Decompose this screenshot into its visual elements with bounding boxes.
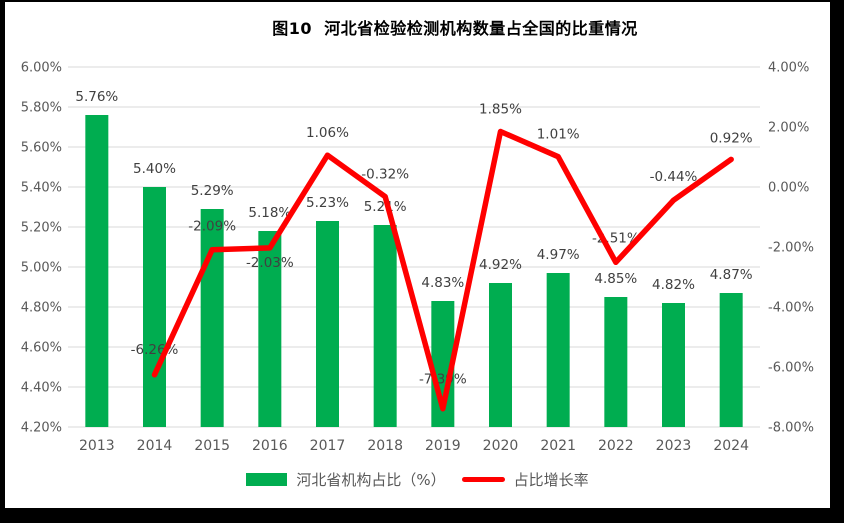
right-axis-tick-label: 4.00% xyxy=(768,61,809,76)
chart-card: 图10 河北省检验检测机构数量占全国的比重情况 6.00% 5.80% 5.60% 5… xyxy=(5,2,830,508)
bar-data-label: 4.82% xyxy=(652,277,695,293)
x-axis-tick-label: 2023 xyxy=(656,438,692,454)
bar xyxy=(719,293,743,427)
bar-data-label: 4.87% xyxy=(710,267,753,283)
left-axis-tick-label: 5.20% xyxy=(21,221,62,236)
x-axis-tick-label: 2019 xyxy=(425,438,461,454)
bar-data-label: 5.18% xyxy=(248,205,291,221)
line-data-label: -2.09% xyxy=(188,219,236,235)
line-data-label: 1.85% xyxy=(479,102,522,118)
legend-item-line-series: 占比增长率 xyxy=(461,469,589,490)
legend-label-line-series: 占比增长率 xyxy=(513,471,589,489)
bar-series-swatch-icon xyxy=(246,473,288,486)
bar xyxy=(662,303,685,427)
bar-data-label: 4.85% xyxy=(594,271,637,287)
x-axis-tick-label: 2016 xyxy=(252,438,288,454)
bar xyxy=(373,225,397,427)
left-axis-tick-label: 4.80% xyxy=(21,301,62,316)
bar-data-label: 5.23% xyxy=(306,195,349,211)
left-axis-tick-label: 4.40% xyxy=(21,381,62,396)
legend-label-bar-series: 河北省机构占比（%） xyxy=(296,471,446,489)
right-axis-tick-label: -8.00% xyxy=(768,421,814,436)
bar xyxy=(85,115,109,427)
line-data-label: -0.32% xyxy=(361,167,409,183)
bar-data-label: 5.40% xyxy=(133,161,176,177)
line-data-label: -7.39% xyxy=(419,372,467,388)
x-axis-tick-label: 2015 xyxy=(194,438,230,454)
chart-legend: 河北省机构占比（%） 占比增长率 xyxy=(5,469,830,490)
left-axis-tick-label: 5.80% xyxy=(21,101,62,116)
right-axis-tick-label: 0.00% xyxy=(768,181,809,196)
line-series-swatch-icon xyxy=(461,477,505,482)
line-data-label: 1.06% xyxy=(306,125,349,141)
x-axis-tick-label: 2020 xyxy=(483,438,519,454)
right-axis-tick-label: -4.00% xyxy=(768,301,814,316)
line-data-label: -2.03% xyxy=(246,255,294,271)
x-axis-tick-label: 2022 xyxy=(598,438,634,454)
line-data-label: 0.92% xyxy=(710,130,753,146)
left-axis-tick-label: 4.20% xyxy=(21,421,62,436)
bar xyxy=(258,231,282,427)
left-axis-tick-label: 5.00% xyxy=(21,261,62,276)
bar xyxy=(489,283,512,427)
x-axis-tick-label: 2013 xyxy=(79,438,115,454)
bar xyxy=(316,221,339,427)
bar-data-label: 5.29% xyxy=(191,183,234,199)
x-axis-tick-label: 2018 xyxy=(367,438,403,454)
right-axis-tick-label: -6.00% xyxy=(768,361,814,376)
bar xyxy=(143,187,166,427)
right-axis-tick-label: 2.00% xyxy=(768,121,809,136)
left-axis-tick-label: 4.60% xyxy=(21,341,62,356)
x-axis-tick-label: 2014 xyxy=(137,438,173,454)
line-data-label: 1.01% xyxy=(537,127,580,143)
bar xyxy=(604,297,628,427)
left-axis-tick-label: 5.60% xyxy=(21,141,62,156)
x-axis-tick-label: 2021 xyxy=(540,438,576,454)
growth-rate-line xyxy=(151,128,734,412)
bar xyxy=(546,273,570,427)
x-axis-tick-label: 2017 xyxy=(310,438,346,454)
chart-title: 图10 河北省检验检测机构数量占全国的比重情况 xyxy=(272,19,638,38)
bar xyxy=(200,209,224,427)
right-axis-tick-label: -2.00% xyxy=(768,241,814,256)
legend-item-bar-series: 河北省机构占比（%） xyxy=(246,469,446,490)
x-axis-tick-label: 2024 xyxy=(713,438,749,454)
bar-data-label: 4.83% xyxy=(421,275,464,291)
bar-data-label: 5.76% xyxy=(75,89,118,105)
left-axis-tick-label: 6.00% xyxy=(21,61,62,76)
bar-data-label: 4.97% xyxy=(537,247,580,263)
left-axis-tick-label: 5.40% xyxy=(21,181,62,196)
chart-canvas: 6.00% 5.80% 5.60% 5.40% 5.20% 5.00% 4.80% 4.60%… xyxy=(21,61,814,455)
line-data-label: -0.44% xyxy=(650,169,698,185)
bar-data-label: 4.92% xyxy=(479,257,522,273)
